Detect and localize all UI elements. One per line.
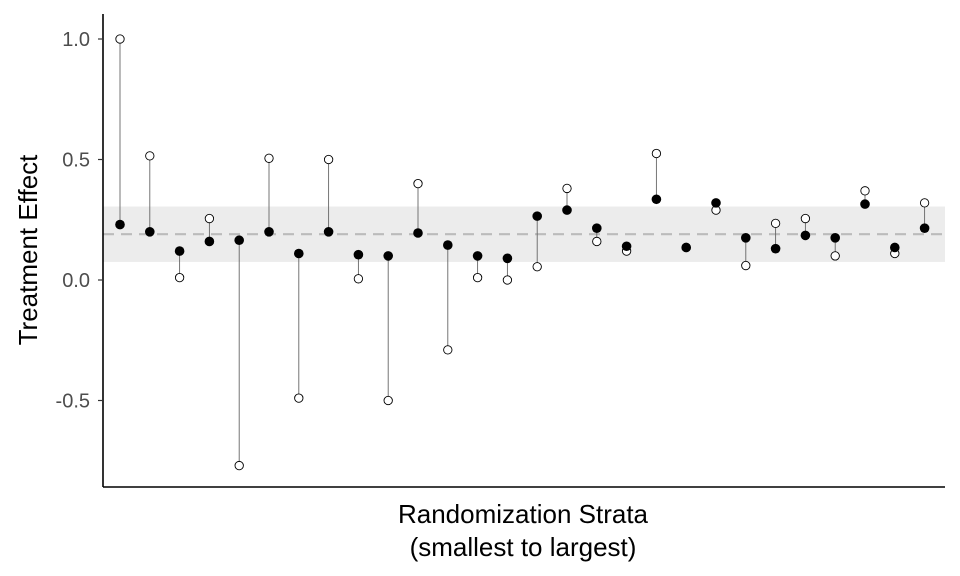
filled-point-13 xyxy=(472,251,483,261)
open-point-28 xyxy=(919,198,930,208)
open-point-11 xyxy=(413,178,423,189)
filled-point-2 xyxy=(145,227,155,237)
open-point-23 xyxy=(770,218,781,229)
open-point-1 xyxy=(115,34,125,44)
open-point-19 xyxy=(651,148,662,159)
filled-point-25 xyxy=(830,233,840,243)
x-axis-title-line2: (smallest to largest) xyxy=(410,532,637,562)
filled-point-3 xyxy=(174,246,185,256)
filled-point-18 xyxy=(621,241,632,252)
open-point-7 xyxy=(294,393,304,403)
filled-point-7 xyxy=(294,248,304,259)
y-tick-label-4: -0.5 xyxy=(56,391,90,413)
filled-point-11 xyxy=(413,228,423,238)
filled-point-14 xyxy=(502,253,513,264)
open-point-8 xyxy=(323,154,334,165)
filled-point-21 xyxy=(711,198,721,208)
open-point-6 xyxy=(264,153,274,163)
filled-point-10 xyxy=(383,251,394,261)
y-tick-label-1: 1.0 xyxy=(62,29,90,51)
filled-point-1 xyxy=(115,219,125,230)
open-point-16 xyxy=(562,183,572,194)
open-point-12 xyxy=(443,345,453,355)
filled-point-12 xyxy=(443,240,453,250)
filled-point-19 xyxy=(651,194,662,205)
open-point-9 xyxy=(353,274,364,284)
filled-point-9 xyxy=(353,249,364,260)
filled-point-23 xyxy=(770,243,781,254)
filled-point-20 xyxy=(681,242,691,253)
y-tick-label-2: 0.5 xyxy=(62,150,90,172)
filled-point-17 xyxy=(592,223,602,233)
filled-point-4 xyxy=(204,236,215,247)
filled-point-26 xyxy=(860,199,870,209)
filled-point-24 xyxy=(800,230,811,241)
filled-point-16 xyxy=(562,205,572,215)
open-point-2 xyxy=(145,151,155,161)
open-point-5 xyxy=(234,460,244,471)
filled-point-15 xyxy=(532,211,542,221)
open-point-24 xyxy=(800,213,811,224)
filled-point-8 xyxy=(323,227,334,237)
open-point-13 xyxy=(472,272,483,283)
filled-point-5 xyxy=(234,235,244,246)
open-point-22 xyxy=(741,260,751,271)
open-point-26 xyxy=(860,186,870,196)
open-point-10 xyxy=(383,395,393,406)
open-point-15 xyxy=(532,262,542,272)
open-point-25 xyxy=(830,251,840,261)
filled-point-27 xyxy=(890,242,900,253)
open-point-14 xyxy=(502,275,513,285)
open-point-3 xyxy=(174,272,185,283)
filled-point-28 xyxy=(919,223,930,233)
y-axis-title: Treatment Effect xyxy=(13,154,43,346)
filled-point-22 xyxy=(741,233,751,243)
x-axis-title-line1: Randomization Strata xyxy=(398,499,649,529)
open-point-17 xyxy=(592,236,602,247)
filled-point-6 xyxy=(264,227,274,237)
y-tick-label-3: 0.0 xyxy=(62,270,90,292)
open-point-4 xyxy=(204,213,215,224)
